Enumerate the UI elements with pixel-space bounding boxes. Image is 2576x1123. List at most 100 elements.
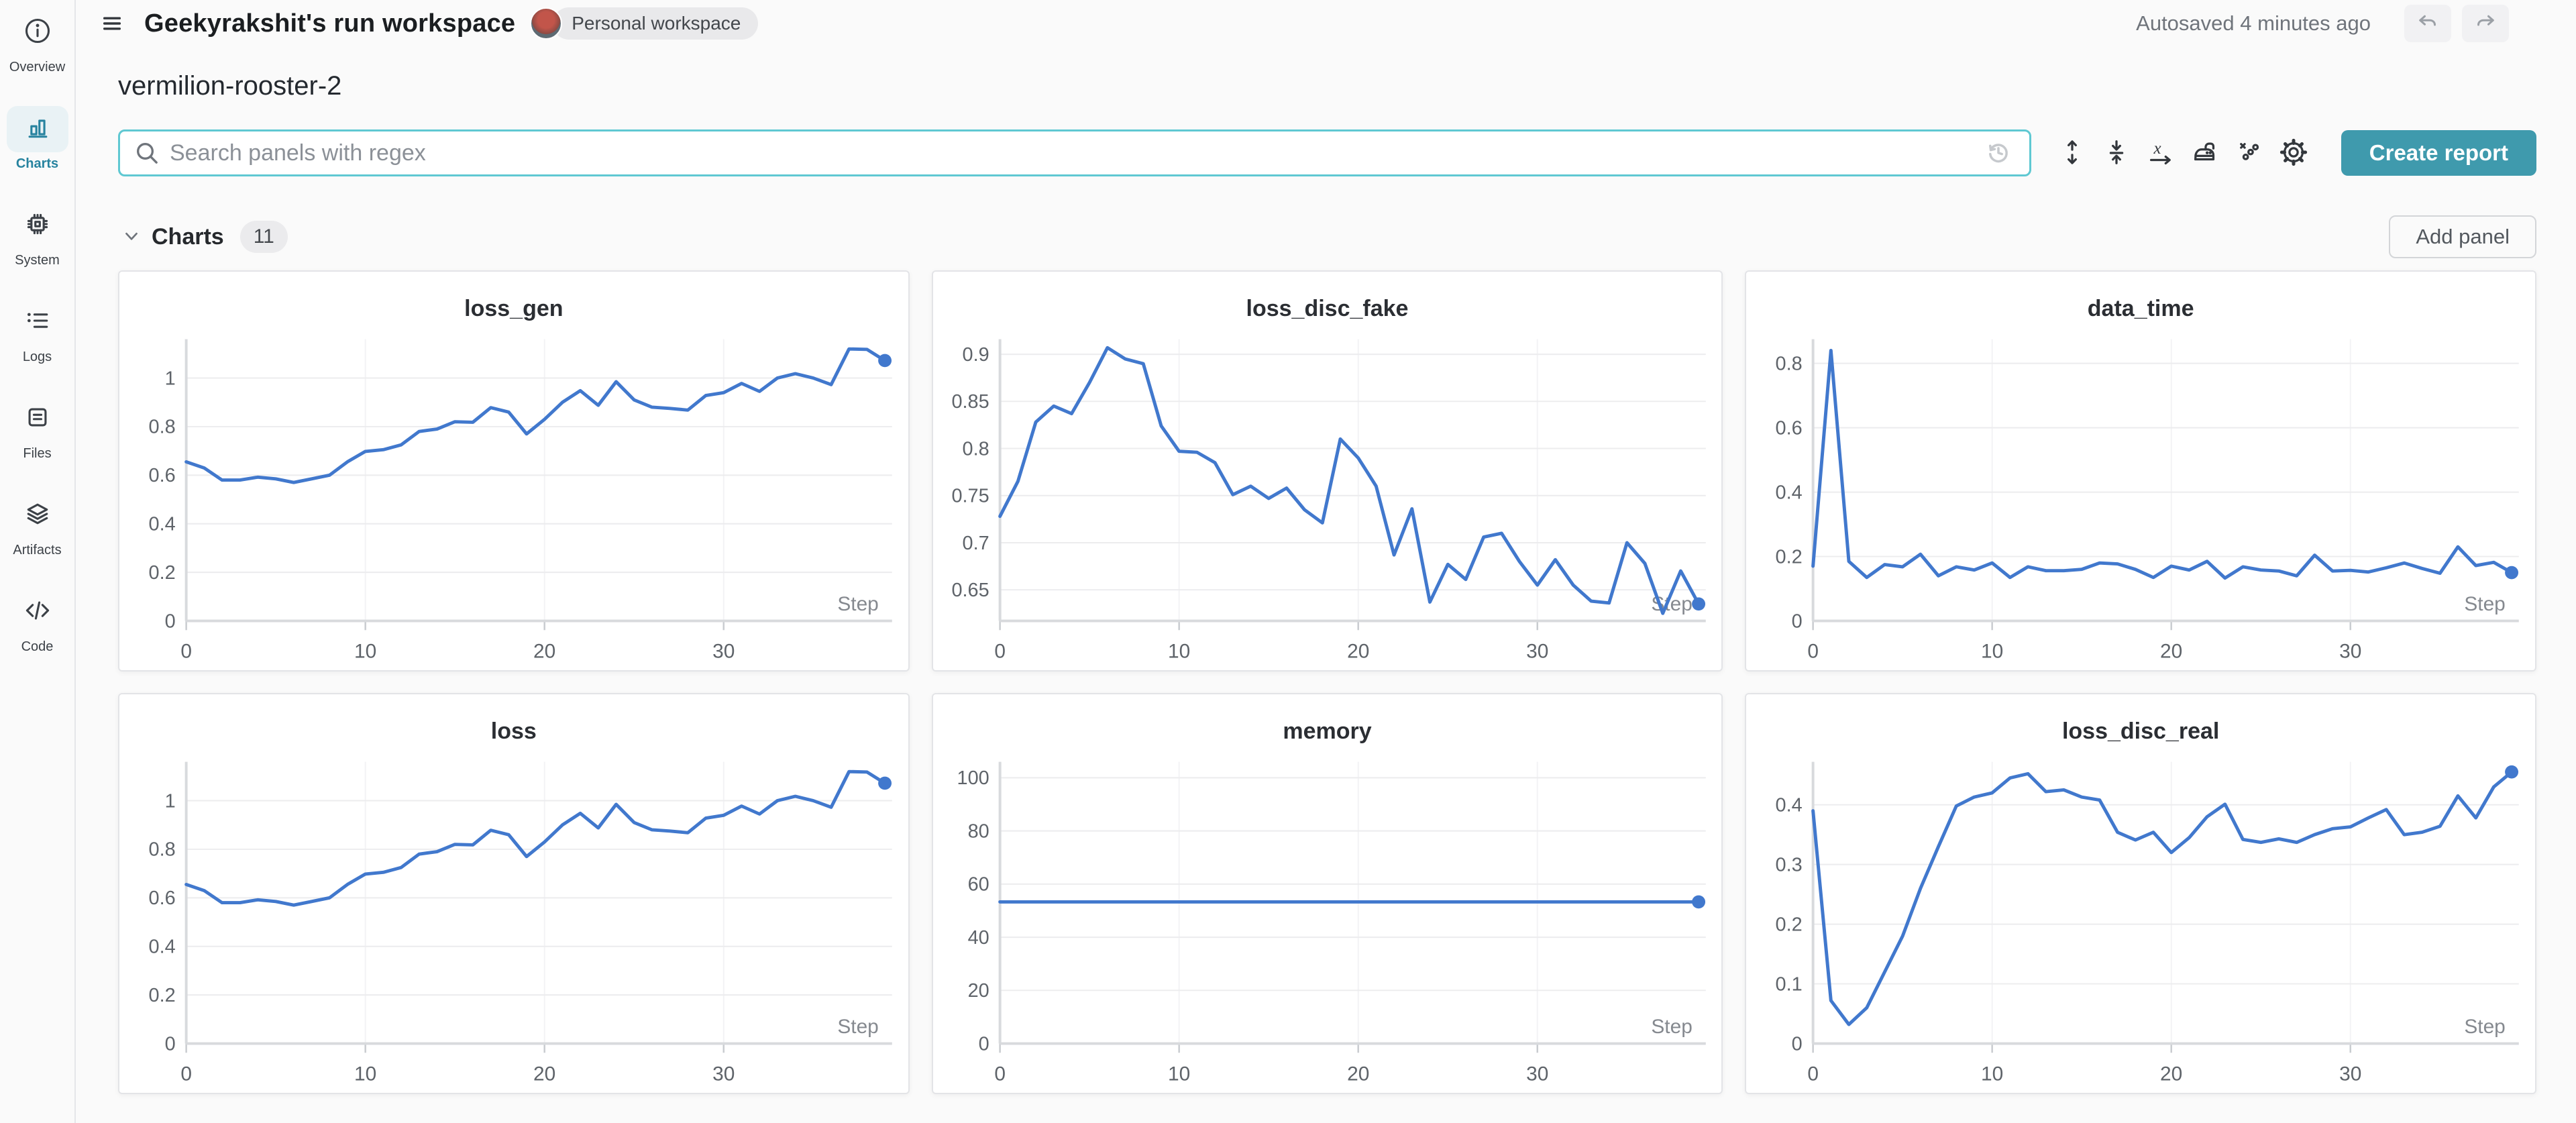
svg-text:0.1: 0.1: [1776, 974, 1803, 996]
svg-text:0: 0: [180, 1063, 192, 1085]
svg-text:0.85: 0.85: [951, 391, 989, 413]
sidebar-item-logs[interactable]: Logs: [7, 299, 68, 365]
line-chart[interactable]: 0 10 20 30 0.65 0.7 0.75 0.8 0.85 0.9 Step: [933, 326, 1722, 670]
sidebar-item-label: Files: [23, 446, 52, 461]
search-icon: [137, 143, 158, 164]
line-chart[interactable]: 0 10 20 30 0 0.1 0.2 0.3 0.4 Step: [1746, 749, 2535, 1093]
panel-search-box: [118, 129, 2031, 176]
svg-text:30: 30: [2339, 641, 2361, 663]
outlier-settings-button[interactable]: [2227, 131, 2271, 175]
layers-icon: [23, 499, 52, 532]
svg-text:10: 10: [1981, 641, 2003, 663]
svg-text:0.2: 0.2: [1776, 914, 1803, 936]
svg-text:80: 80: [967, 821, 989, 843]
svg-text:20: 20: [533, 1063, 555, 1085]
charts-section-title: Charts: [152, 223, 224, 250]
svg-text:0.6: 0.6: [149, 888, 176, 909]
redo-icon: [2473, 11, 2498, 37]
sidebar-item-label: Artifacts: [13, 543, 62, 557]
collapse-section-button[interactable]: [118, 223, 145, 250]
chart-title: data_time: [2087, 296, 2194, 321]
svg-text:0.6: 0.6: [1776, 418, 1803, 439]
svg-text:0: 0: [994, 1063, 1006, 1085]
svg-text:0: 0: [978, 1034, 989, 1055]
svg-text:0.8: 0.8: [962, 439, 989, 460]
svg-text:x: x: [2153, 139, 2161, 157]
svg-text:10: 10: [354, 1063, 376, 1085]
sidebar-item-files[interactable]: Files: [7, 396, 68, 462]
panel-settings-button[interactable]: [2271, 131, 2316, 175]
sidebar-item-system[interactable]: System: [7, 203, 68, 268]
redo-button[interactable]: [2462, 5, 2509, 42]
line-chart[interactable]: 0 10 20 30 0 0.2 0.4 0.6 0.8 Step: [1746, 326, 2535, 670]
chart-title: memory: [1283, 718, 1372, 744]
expand-panels-button[interactable]: [2050, 131, 2094, 175]
svg-text:10: 10: [1981, 1063, 2003, 1085]
x-axis-settings-button[interactable]: x: [2139, 131, 2183, 175]
svg-text:20: 20: [2160, 641, 2182, 663]
svg-text:30: 30: [712, 1063, 735, 1085]
add-panel-button[interactable]: Add panel: [2389, 215, 2536, 258]
chart-title: loss_disc_real: [2061, 718, 2220, 744]
sidebar-item-label: Code: [21, 639, 54, 654]
svg-text:Step: Step: [837, 593, 878, 615]
workspace-content: vermilion-rooster-2: [76, 47, 2576, 1123]
workspace-badge[interactable]: Personal workspace: [553, 7, 759, 40]
svg-text:0.7: 0.7: [962, 533, 989, 554]
svg-text:10: 10: [1168, 1063, 1190, 1085]
undo-button[interactable]: [2404, 5, 2451, 42]
svg-text:0: 0: [1808, 1063, 1819, 1085]
bar-chart-icon: [23, 113, 52, 146]
svg-text:20: 20: [1347, 641, 1369, 663]
chart-title: loss_disc_fake: [1246, 296, 1409, 321]
svg-text:1: 1: [165, 368, 176, 390]
svg-text:10: 10: [354, 641, 376, 663]
create-report-button[interactable]: Create report: [2341, 130, 2536, 176]
svg-text:40: 40: [967, 927, 989, 949]
smoothing-settings-button[interactable]: [2183, 131, 2227, 175]
hamburger-menu-icon[interactable]: [97, 9, 127, 38]
gear-icon: [2278, 137, 2309, 170]
svg-text:30: 30: [712, 641, 735, 663]
svg-text:0.4: 0.4: [149, 937, 176, 958]
run-name: vermilion-rooster-2: [118, 71, 342, 101]
svg-text:1: 1: [165, 791, 176, 812]
svg-text:0.8: 0.8: [1776, 354, 1803, 375]
chart-title: loss_gen: [464, 296, 564, 321]
svg-text:0: 0: [1792, 611, 1803, 633]
code-icon: [23, 596, 52, 629]
svg-text:0: 0: [1792, 1034, 1803, 1055]
svg-text:60: 60: [967, 874, 989, 896]
panel-grid: loss_gen 0 10 20 30 0 0.2 0.4 0.6 0.8 1 Step loss_…: [118, 270, 2536, 1094]
sidebar-item-artifacts[interactable]: Artifacts: [7, 492, 68, 558]
document-icon: [23, 403, 52, 435]
chart-panel: loss_disc_real 0 10 20 30 0 0.1 0.2 0.3 0.4 Step: [1745, 693, 2536, 1094]
svg-text:Step: Step: [837, 1016, 878, 1038]
svg-text:0.4: 0.4: [1776, 482, 1803, 504]
collapse-vertical-icon: [2101, 137, 2132, 170]
svg-text:0: 0: [165, 1034, 176, 1055]
svg-text:20: 20: [967, 980, 989, 1002]
x-axis-icon: x: [2145, 137, 2176, 170]
svg-text:0.2: 0.2: [1776, 547, 1803, 568]
chart-panel: loss_disc_fake 0 10 20 30 0.65 0.7 0.75 0.8 0.85…: [931, 270, 1723, 672]
search-history-button[interactable]: [1980, 134, 2017, 172]
sidebar-item-code[interactable]: Code: [7, 589, 68, 655]
collapse-panels-button[interactable]: [2094, 131, 2139, 175]
svg-text:Step: Step: [1651, 1016, 1692, 1038]
sidebar-item-label: Logs: [22, 350, 52, 364]
avatar[interactable]: [530, 7, 563, 40]
sidebar-item-charts[interactable]: Charts: [6, 106, 68, 172]
svg-text:0.8: 0.8: [149, 417, 176, 438]
line-chart[interactable]: 0 10 20 30 0 0.2 0.4 0.6 0.8 1 Step: [119, 749, 908, 1093]
svg-text:0.9: 0.9: [962, 344, 989, 366]
search-input[interactable]: [170, 140, 1980, 166]
chevron-down-icon: [121, 226, 142, 248]
sidebar-item-overview[interactable]: Overview: [7, 9, 68, 75]
svg-text:100: 100: [957, 767, 989, 789]
svg-text:0.65: 0.65: [951, 580, 989, 601]
line-chart[interactable]: 0 10 20 30 0 0.2 0.4 0.6 0.8 1 Step: [119, 326, 908, 670]
svg-text:Step: Step: [2465, 593, 2506, 615]
cpu-chip-icon: [23, 209, 52, 242]
line-chart[interactable]: 0 10 20 30 0 20 40 60 80 100 Step: [933, 749, 1722, 1093]
